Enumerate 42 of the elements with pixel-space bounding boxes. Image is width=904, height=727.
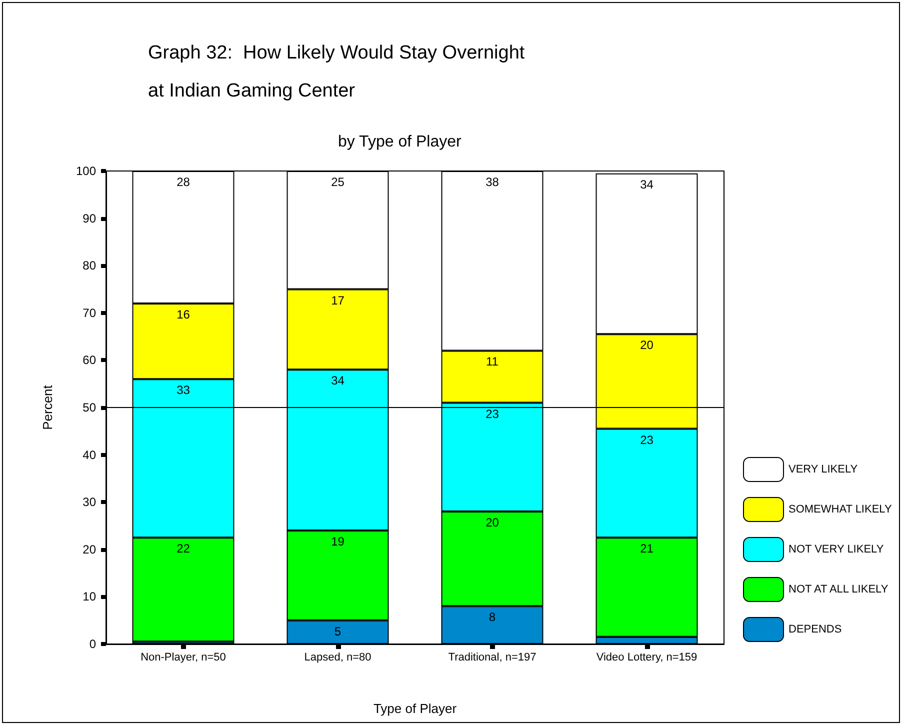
y-tick-label: 20 — [82, 542, 96, 556]
data-label: 22 — [176, 542, 190, 556]
legend-label: DEPENDS — [788, 624, 842, 636]
data-label: 34 — [640, 177, 654, 192]
data-label: 21 — [640, 542, 654, 556]
y-tick-label: 70 — [82, 306, 96, 320]
data-label: 38 — [486, 175, 500, 189]
y-tick-label: 80 — [82, 258, 96, 273]
data-label: 19 — [331, 534, 345, 548]
y-tick-label: 90 — [82, 211, 96, 226]
data-label: 23 — [640, 432, 654, 447]
legend-label: NOT VERY LIKELY — [788, 544, 884, 556]
data-label: 33 — [176, 383, 190, 398]
data-label: 28 — [176, 175, 190, 189]
chart-subtitle: by Type of Player — [338, 134, 462, 150]
x-tick-label: Non-Player, n=50 — [140, 652, 226, 664]
y-axis-title: Percent — [40, 384, 55, 430]
x-tick-label: Lapsed, n=80 — [304, 652, 372, 664]
chart-title: Graph 32: How Likely Would Stay Overnight at Indian Gaming Center — [148, 42, 526, 102]
legend-label: VERY LIKELY — [788, 464, 858, 476]
y-tick-label: 50 — [82, 400, 96, 414]
data-label: 11 — [486, 354, 499, 369]
y-tick-label: 60 — [82, 353, 96, 368]
x-tick-label: Video Lottery, n=159 — [596, 652, 698, 664]
data-label: 5 — [334, 624, 342, 638]
y-tick-label: 30 — [82, 495, 96, 510]
data-label: 25 — [331, 175, 345, 189]
data-label: 20 — [640, 338, 654, 352]
y-tick-label: 100 — [76, 164, 96, 178]
data-label: 20 — [486, 516, 500, 530]
x-tick-label: Traditional, n=197 — [448, 652, 536, 664]
data-label: 17 — [331, 293, 345, 308]
legend-label: NOT AT ALL LIKELY — [788, 584, 889, 596]
data-label: 16 — [176, 307, 190, 322]
data-label: 23 — [486, 406, 500, 421]
y-tick-label: 0 — [89, 637, 96, 651]
x-axis-title: Type of Player — [373, 701, 458, 716]
y-tick-label: 10 — [82, 590, 96, 604]
y-tick-label: 40 — [82, 448, 96, 462]
data-label: 8 — [488, 610, 496, 624]
data-label: 34 — [331, 374, 345, 388]
legend-label: SOMEWHAT LIKELY — [788, 504, 892, 516]
